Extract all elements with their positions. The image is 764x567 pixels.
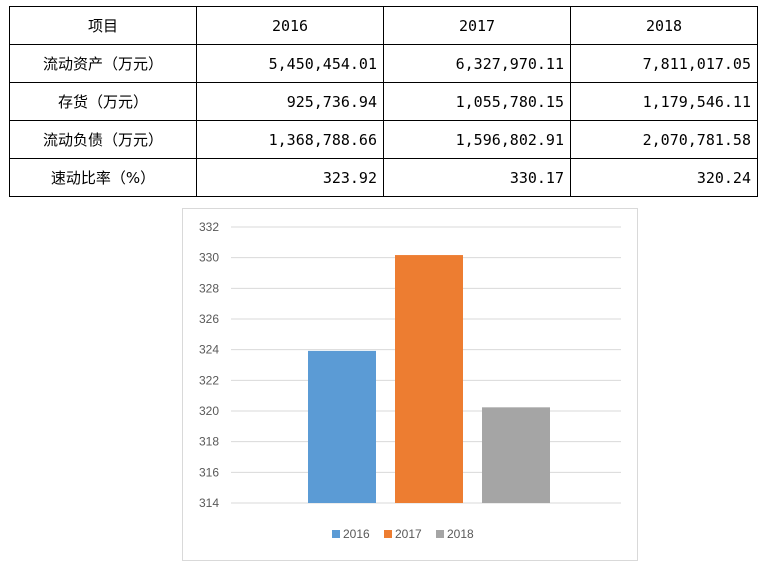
cell-value: 323.92 — [196, 158, 384, 197]
table-row-current-assets: 流动资产（万元） 5,450,454.01 6,327,970.11 7,811… — [9, 44, 758, 83]
header-cell-2017: 2017 — [383, 6, 571, 45]
cell-value: 2,070,781.58 — [570, 120, 758, 159]
cell-value: 7,811,017.05 — [570, 44, 758, 83]
cell-value: 1,055,780.15 — [383, 82, 571, 121]
table-row-inventory: 存货（万元） 925,736.94 1,055,780.15 1,179,546… — [9, 82, 758, 121]
quick-ratio-bar-chart: 314 316 318 320 322 324 326 328 330 332 2016 2017 20… — [199, 220, 621, 541]
y-tick-label: 324 — [199, 343, 219, 357]
bar-2017 — [395, 255, 463, 503]
cell-value: 330.17 — [383, 158, 571, 197]
table-header-row: 项目 2016 2017 2018 — [9, 6, 758, 45]
header-cell-item: 项目 — [9, 6, 197, 45]
header-cell-2016: 2016 — [196, 6, 384, 45]
bar-2018 — [482, 407, 550, 503]
y-tick-label: 322 — [199, 373, 219, 387]
cell-value: 1,596,802.91 — [383, 120, 571, 159]
row-label: 流动负债（万元） — [9, 120, 197, 159]
header-cell-2018: 2018 — [570, 6, 758, 45]
chart-container: 314 316 318 320 322 324 326 328 330 332 2016 2017 20… — [182, 208, 638, 561]
row-label: 存货（万元） — [9, 82, 197, 121]
y-tick-label: 330 — [199, 251, 219, 265]
row-label: 速动比率（%） — [9, 158, 197, 197]
y-tick-label: 328 — [199, 281, 219, 295]
bar-2016 — [308, 350, 376, 503]
cell-value: 925,736.94 — [196, 82, 384, 121]
cell-value: 1,368,788.66 — [196, 120, 384, 159]
legend-label-2018: 2018 — [447, 527, 474, 541]
y-tick-label: 320 — [199, 404, 219, 418]
y-tick-label: 318 — [199, 435, 219, 449]
table-row-quick-ratio: 速动比率（%） 323.92 330.17 320.24 — [9, 158, 758, 197]
y-tick-label: 316 — [199, 465, 219, 479]
cell-value: 1,179,546.11 — [570, 82, 758, 121]
y-tick-label: 314 — [199, 496, 219, 510]
legend-label-2016: 2016 — [343, 527, 370, 541]
cell-value: 5,450,454.01 — [196, 44, 384, 83]
legend-swatch-2017 — [384, 530, 392, 538]
legend-label-2017: 2017 — [395, 527, 422, 541]
legend-swatch-2016 — [332, 530, 340, 538]
y-tick-label: 332 — [199, 220, 219, 234]
row-label: 流动资产（万元） — [9, 44, 197, 83]
financial-table: 项目 2016 2017 2018 流动资产（万元） 5,450,454.01 … — [9, 6, 758, 197]
y-tick-label: 326 — [199, 312, 219, 326]
table-row-current-liabilities: 流动负债（万元） 1,368,788.66 1,596,802.91 2,070… — [9, 120, 758, 159]
cell-value: 320.24 — [570, 158, 758, 197]
legend-swatch-2018 — [436, 530, 444, 538]
cell-value: 6,327,970.11 — [383, 44, 571, 83]
